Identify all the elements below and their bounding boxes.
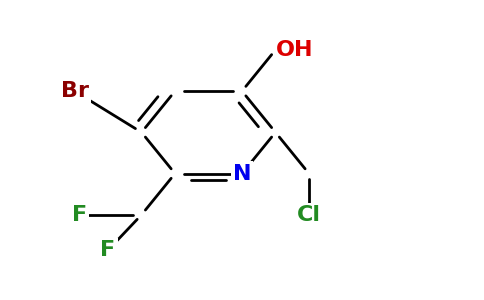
Text: Cl: Cl bbox=[297, 205, 321, 225]
Text: OH: OH bbox=[275, 40, 313, 60]
Text: N: N bbox=[233, 164, 251, 184]
Text: F: F bbox=[101, 240, 116, 260]
Text: F: F bbox=[72, 205, 87, 225]
Text: Br: Br bbox=[60, 81, 89, 101]
